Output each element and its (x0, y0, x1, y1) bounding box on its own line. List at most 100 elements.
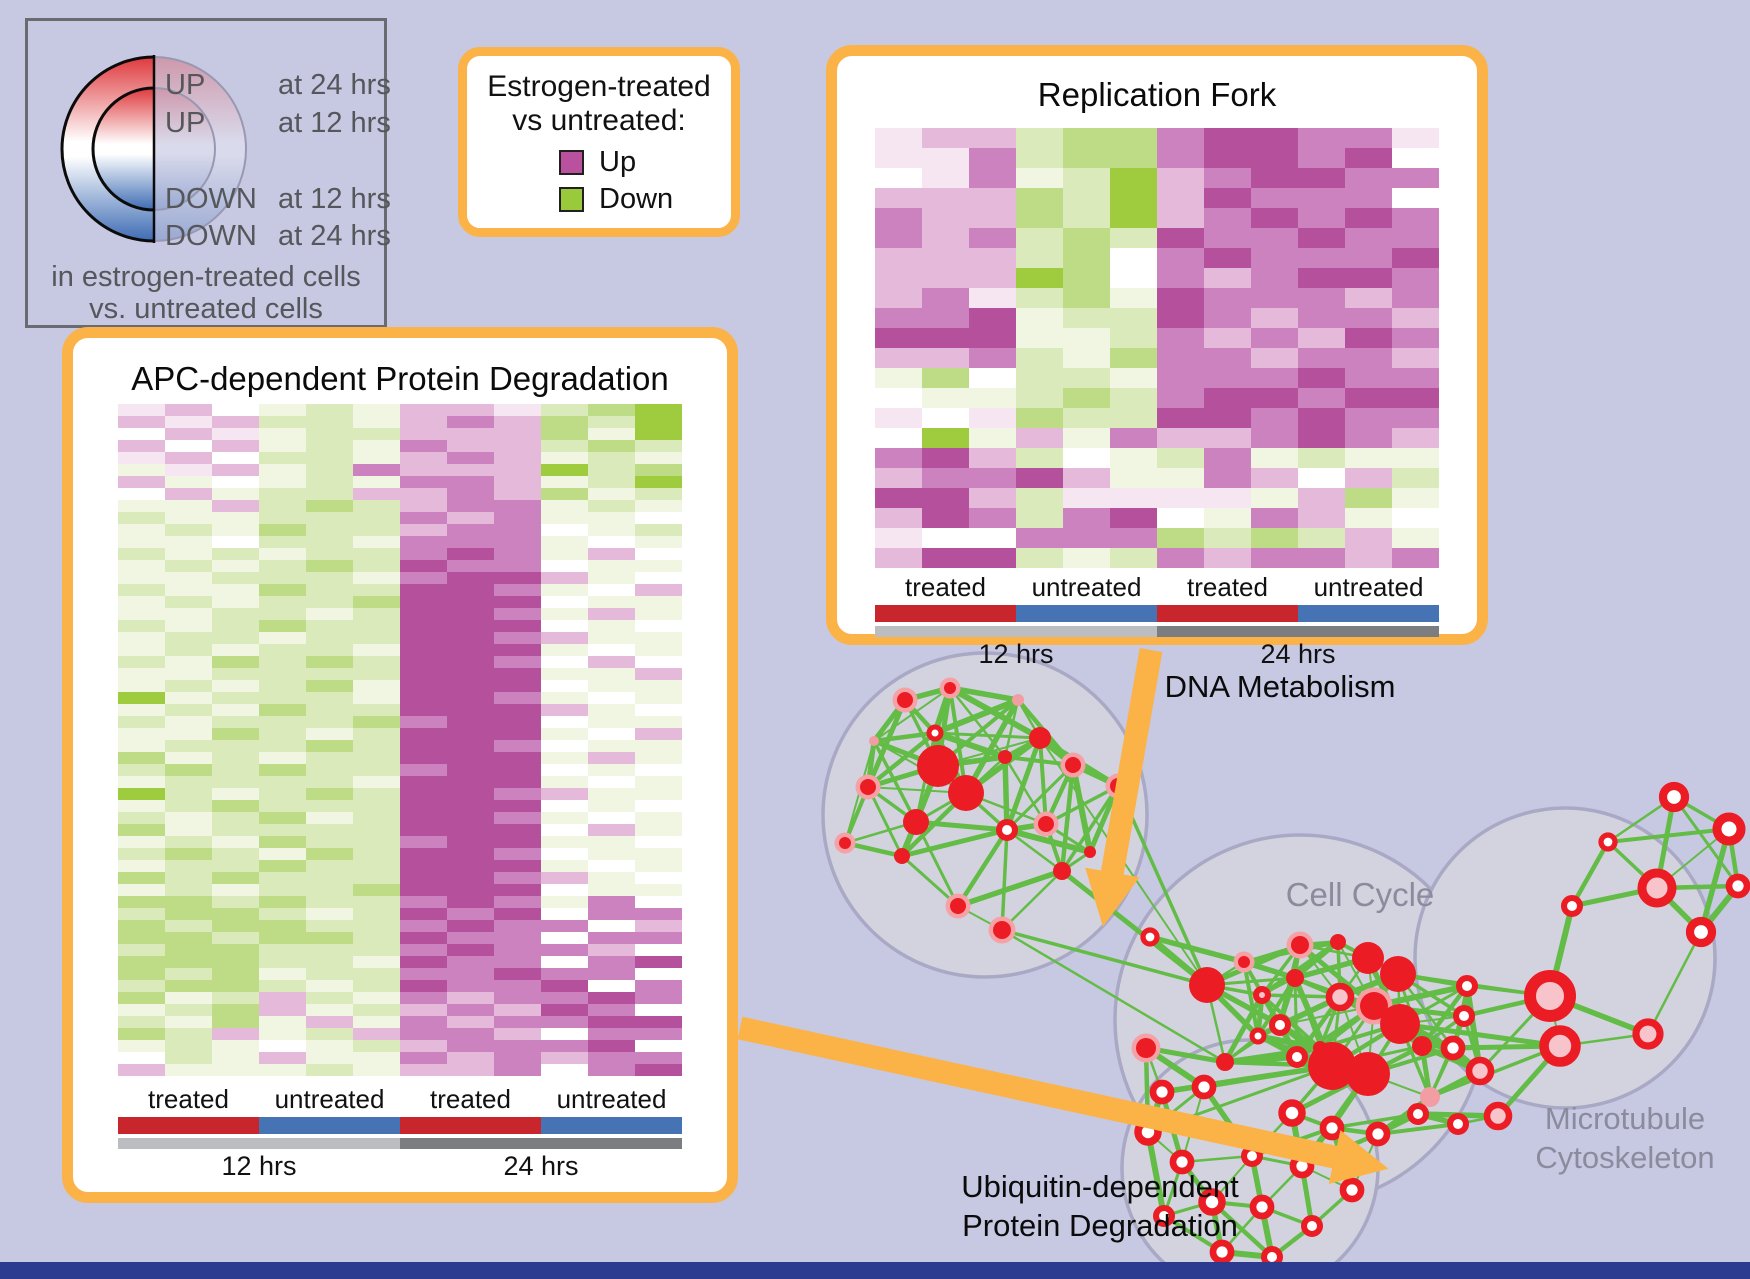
heatmap-cell (494, 932, 541, 944)
heatmap-cell (588, 512, 635, 524)
heatmap-cell (353, 980, 400, 992)
heatmap-cell (165, 716, 212, 728)
heatmap-cell (541, 800, 588, 812)
apc-group-labels: treated untreated treated untreated (118, 1084, 682, 1115)
heatmap-cell (494, 512, 541, 524)
heatmap-cell (306, 920, 353, 932)
heatmap-cell (1392, 488, 1439, 508)
heatmap-cell (1157, 248, 1204, 268)
heatmap-cell (353, 1016, 400, 1028)
heatmap-cell (1298, 188, 1345, 208)
heatmap-cell (165, 608, 212, 620)
heatmap-cell (1110, 168, 1157, 188)
heatmap-cell (494, 620, 541, 632)
heatmap-cell (1298, 168, 1345, 188)
heatmap-cell (1016, 288, 1063, 308)
heatmap-cell (494, 428, 541, 440)
heatmap-cell (1392, 268, 1439, 288)
heatmap-cell (541, 812, 588, 824)
heatmap-cell (875, 468, 922, 488)
heatmap-cell (306, 956, 353, 968)
heatmap-cell (1251, 308, 1298, 328)
heatmap-cell (922, 348, 969, 368)
heatmap-cell (1157, 408, 1204, 428)
heatmap-cell (400, 524, 447, 536)
heatmap-cell (400, 944, 447, 956)
heatmap-cell (165, 1028, 212, 1040)
heatmap-cell (1298, 268, 1345, 288)
heatmap-cell (1392, 248, 1439, 268)
heatmap-cell (118, 992, 165, 1004)
heatmap-cell (635, 596, 682, 608)
heatmap-cell (969, 268, 1016, 288)
heatmap-cell (1204, 348, 1251, 368)
heatmap-cell (541, 752, 588, 764)
heatmap-cell (259, 1016, 306, 1028)
heatmap-cell (118, 776, 165, 788)
network-node (1561, 895, 1583, 917)
heatmap-cell (353, 560, 400, 572)
network-edge (1420, 984, 1469, 1048)
heatmap-cell (259, 680, 306, 692)
ring-down24-word: DOWN (165, 220, 257, 252)
network-edge (1672, 796, 1740, 887)
heatmap-cell (447, 836, 494, 848)
heatmap-cell (212, 1052, 259, 1064)
heatmap-cell (588, 644, 635, 656)
heatmap-cell (1110, 508, 1157, 528)
network-edge (957, 868, 1063, 909)
network-edge (1464, 985, 1483, 1072)
heatmap-cell (541, 1016, 588, 1028)
heatmap-cell (118, 800, 165, 812)
heatmap-cell (165, 752, 212, 764)
heatmap-cell (447, 1052, 494, 1064)
heatmap-cell (306, 788, 353, 800)
heatmap-cell (1063, 488, 1110, 508)
heatmap-cell (118, 452, 165, 464)
heatmap-cell (259, 956, 306, 968)
heatmap-cell (306, 644, 353, 656)
heatmap-cell (635, 860, 682, 872)
heatmap-cell (306, 1040, 353, 1052)
heatmap-cell (212, 776, 259, 788)
down-label: Down (599, 183, 674, 215)
heatmap-cell (165, 1004, 212, 1016)
heatmap-cell (494, 572, 541, 584)
heatmap-cell (588, 896, 635, 908)
heatmap-cell (541, 920, 588, 932)
heatmap-cell (922, 488, 969, 508)
network-node (1352, 942, 1384, 974)
heatmap-cell (212, 920, 259, 932)
heatmap-cell (541, 1064, 588, 1076)
network-edge (1004, 737, 1043, 831)
network-edge (1070, 764, 1093, 853)
heatmap-cell (588, 944, 635, 956)
heatmap-cell (212, 896, 259, 908)
heatmap-cell (494, 896, 541, 908)
heatmap-cell (1345, 208, 1392, 228)
heatmap-cell (1298, 388, 1345, 408)
heatmap-cell (875, 208, 922, 228)
heatmap-cell (494, 872, 541, 884)
heatmap-cell (541, 716, 588, 728)
heatmap-cell (447, 416, 494, 428)
heatmap-cell (306, 692, 353, 704)
heatmap-cell (259, 536, 306, 548)
heatmap-cell (588, 452, 635, 464)
heatmap-cell (400, 1052, 447, 1064)
heatmap-cell (1063, 148, 1110, 168)
heatmap-cell (165, 836, 212, 848)
network-edge (1607, 827, 1730, 844)
heatmap-cell (494, 608, 541, 620)
heatmap-cell (588, 884, 635, 896)
heatmap-cell (635, 812, 682, 824)
network-edge (933, 697, 1020, 736)
heatmap-cell (165, 488, 212, 500)
heatmap-cell (1204, 468, 1251, 488)
heatmap-cell (541, 836, 588, 848)
group-label-untreated-12h: untreated (274, 1084, 385, 1114)
heatmap-cell (259, 908, 306, 920)
heatmap-cell (1204, 548, 1251, 568)
heatmap-cell (922, 288, 969, 308)
heatmap-cell (353, 836, 400, 848)
